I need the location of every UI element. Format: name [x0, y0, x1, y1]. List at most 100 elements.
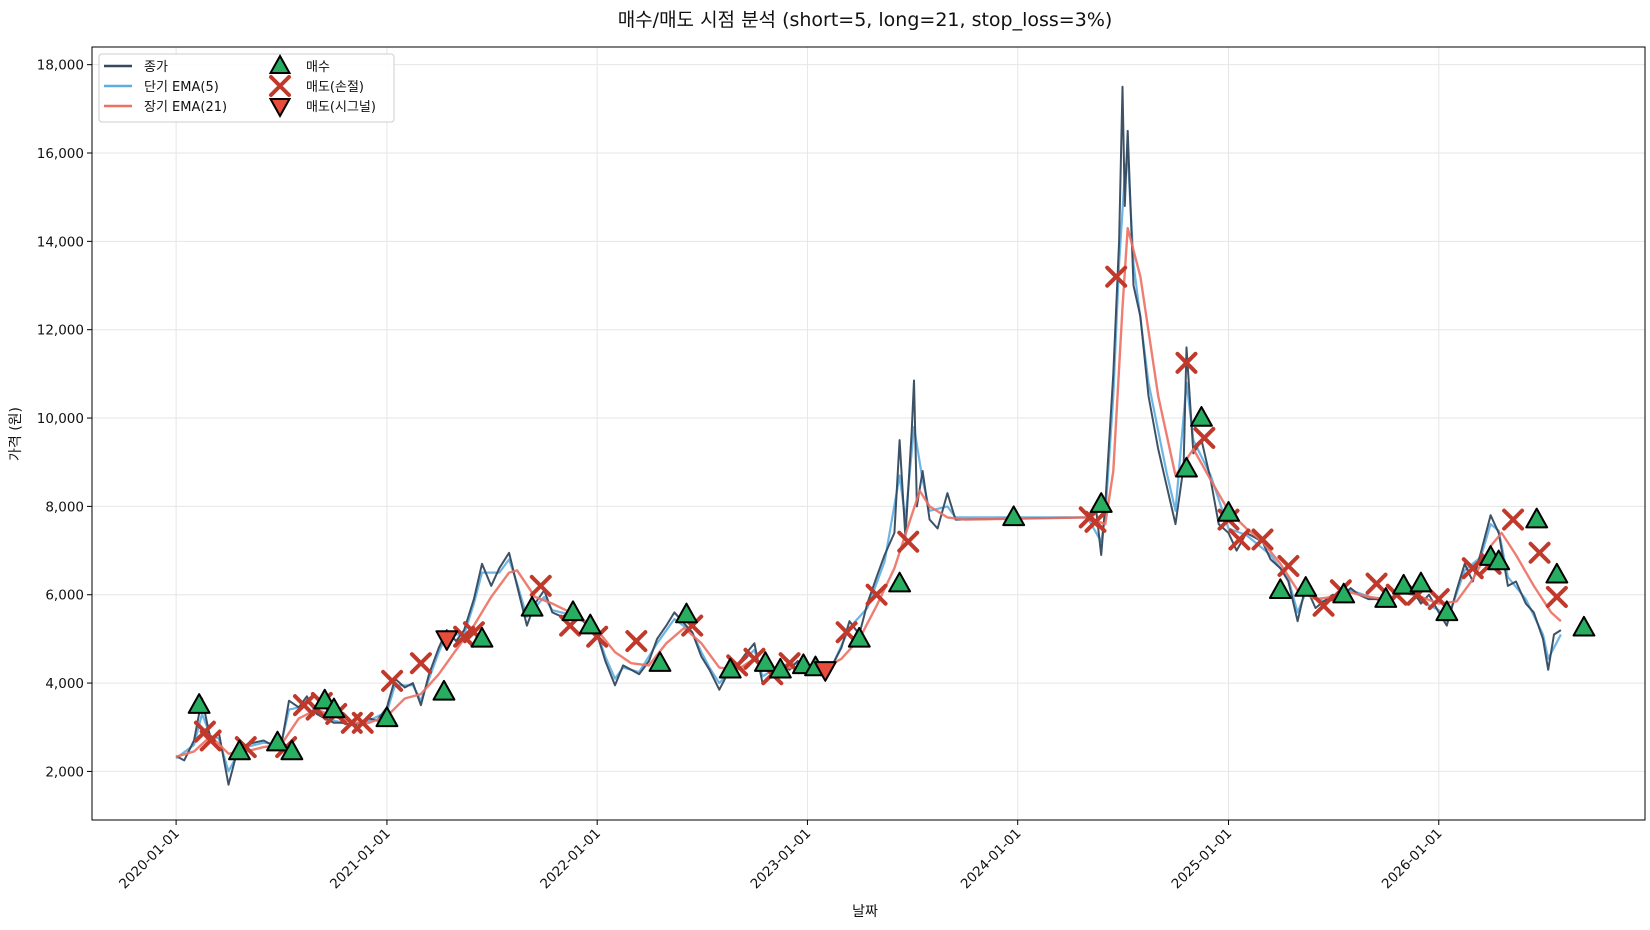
buy-marker: [1392, 573, 1416, 595]
close-line: [175, 85, 1562, 786]
short-ema-line: [175, 151, 1562, 773]
y-tick-label: 10,000: [37, 411, 84, 427]
sell-stop-marker-stroke: [529, 574, 552, 597]
buy-marker: [768, 657, 792, 679]
buy-marker: [1487, 549, 1511, 571]
buy-legend-swatch: [268, 53, 292, 74]
sell-stop-marker-stroke: [625, 630, 648, 653]
sell-stop-marker-stroke: [193, 720, 216, 743]
legend-label: 단기 EMA(5): [144, 80, 219, 95]
sell-stop-marker-stroke: [1084, 510, 1107, 533]
buy-marker: [1545, 562, 1569, 584]
sell-stop-marker-stroke: [1365, 572, 1388, 595]
sell-signal-legend-swatch: [268, 98, 292, 119]
y-tick-label: 18,000: [37, 58, 84, 74]
sell-stop-marker-stroke: [1502, 508, 1525, 531]
y-axis-ticks: 2,000 4,000 6,000 8,000 10,000 12,000 14,000 16…: [37, 58, 92, 780]
sell-stop-marker: [1084, 510, 1107, 533]
sell-stop-marker: [1277, 555, 1300, 578]
x-tick-label: 2024-01-01: [958, 826, 1025, 893]
sell-stop-marker-stroke: [1427, 588, 1450, 611]
buy-marker: [187, 693, 211, 714]
sell-stop-marker-stroke: [1193, 426, 1216, 449]
y-tick-label: 4,000: [45, 676, 84, 692]
buy-marker: [1217, 501, 1240, 522]
legend-label: 종가: [144, 60, 168, 75]
sell-stop-marker: [1251, 528, 1274, 551]
sell-stop-marker: [1105, 265, 1128, 288]
sell-stop-marker-stroke: [1105, 265, 1128, 288]
x-axis-label: 날짜: [852, 904, 878, 920]
buy-marker: [1374, 587, 1398, 608]
sell-stop-marker: [865, 583, 888, 606]
x-tick-label: 2022-01-01: [537, 826, 604, 893]
sell-stop-marker-stroke: [1228, 528, 1251, 551]
buy-marker: [266, 730, 289, 752]
sell-stop-marker: [1312, 594, 1335, 617]
sell-signal-marker: [435, 630, 459, 651]
buy-marker: [561, 600, 585, 622]
gridlines: [92, 47, 1645, 820]
sell-stop-marker: [199, 729, 222, 752]
sell-stop-marker-stroke: [1528, 541, 1551, 564]
sell-stop-marker-stroke: [351, 711, 374, 734]
sell-stop-marker: [1461, 557, 1484, 580]
legend-label: 장기 EMA(21): [144, 100, 227, 115]
x-tick-label: 2023-01-01: [747, 826, 814, 893]
sell-stop-marker-stroke: [586, 625, 609, 648]
sell-stop-marker-stroke: [292, 694, 315, 717]
x-axis-ticks: 2020-01-01 2021-01-01 2022-01-01 2023-01-01…: [116, 820, 1446, 893]
buy-marker: [1409, 571, 1433, 593]
sell-stop-legend-swatch-stroke: [269, 75, 291, 97]
buy-marker: [432, 679, 456, 701]
sell-stop-marker-stroke: [1461, 557, 1484, 580]
buy-marker: [1294, 576, 1318, 597]
sell-stop-marker-stroke: [865, 583, 888, 606]
sell-stop-marker: [1545, 585, 1568, 608]
sell-stop-marker-stroke: [1175, 351, 1198, 374]
buy-marker: [753, 651, 777, 672]
sell-stop-marker: [1228, 528, 1251, 551]
buy-marker: [1332, 582, 1356, 604]
sell-stop-marker: [409, 652, 432, 675]
legend-label: 매도(시그널): [306, 100, 376, 115]
series-lines: [175, 85, 1562, 786]
sell-signal-marker: [813, 661, 837, 682]
sell-stop-marker-stroke: [1545, 585, 1568, 608]
buy-marker: [1002, 505, 1026, 527]
buy-marker: [675, 602, 698, 624]
sell-stop-marker-stroke: [681, 614, 704, 637]
buy-marker: [375, 706, 399, 728]
buy-marker: [1175, 456, 1198, 478]
legend-box: [98, 53, 395, 123]
buy-marker: [520, 595, 544, 617]
x-tick-label: 2026-01-01: [1379, 826, 1446, 893]
buy-marker: [888, 571, 912, 593]
sell-stop-marker: [292, 694, 315, 717]
x-tick-label: 2021-01-01: [327, 826, 394, 893]
sell-stop-marker-stroke: [381, 669, 404, 692]
sell-stop-marker: [1365, 572, 1388, 595]
buy-marker: [228, 739, 251, 761]
y-axis-label: 가격 (원): [8, 407, 24, 461]
y-tick-label: 12,000: [37, 323, 84, 339]
legend-label: 매수: [306, 60, 330, 75]
sell-stop-marker-stroke: [743, 647, 766, 670]
buy-marker: [1572, 615, 1596, 637]
buy-marker: [648, 651, 672, 672]
sell-stop-marker: [1175, 351, 1198, 374]
sell-stop-marker: [1502, 508, 1525, 531]
y-tick-label: 2,000: [45, 764, 84, 780]
buy-marker: [1268, 578, 1292, 600]
sell-stop-marker: [1528, 541, 1551, 564]
plot-frame: [91, 46, 1646, 821]
buy-marker: [280, 739, 304, 761]
sell-stop-marker: [381, 669, 404, 692]
buy-marker: [1435, 600, 1459, 622]
buy-marker: [1525, 507, 1549, 529]
buy-marker: [322, 697, 346, 719]
x-tick-label: 2025-01-01: [1169, 826, 1236, 893]
y-tick-label: 14,000: [37, 234, 84, 250]
sell-stop-marker: [1193, 426, 1216, 449]
